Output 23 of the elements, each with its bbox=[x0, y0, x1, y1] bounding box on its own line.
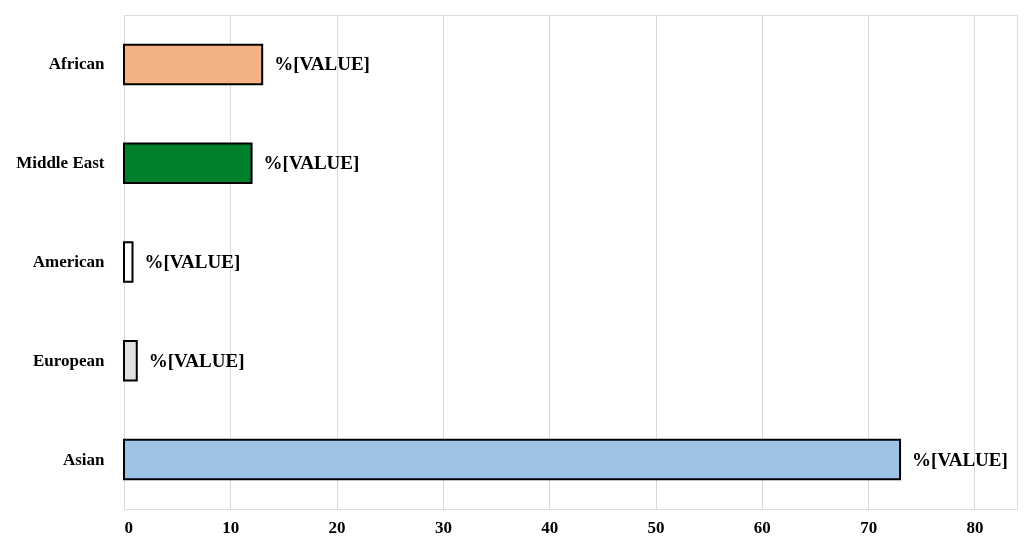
y-tick-label: European bbox=[33, 350, 106, 370]
data-label: %[VALUE] bbox=[148, 349, 245, 371]
x-tick-label: 80 bbox=[966, 517, 984, 537]
bar bbox=[123, 43, 264, 86]
x-tick-label: 30 bbox=[434, 517, 452, 537]
bar bbox=[123, 142, 253, 184]
y-tick-label: American bbox=[32, 252, 106, 271]
x-tick-label: 70 bbox=[860, 517, 878, 537]
data-label: %[VALUE] bbox=[144, 251, 241, 272]
x-tick-label: 20 bbox=[328, 517, 346, 537]
x-tick-label: 40 bbox=[541, 517, 559, 537]
data-label: %[VALUE] bbox=[912, 448, 1008, 470]
data-label: %[VALUE] bbox=[263, 152, 360, 174]
y-tick-label: Asian bbox=[62, 449, 106, 469]
bar bbox=[123, 241, 134, 283]
x-tick-label: 10 bbox=[222, 517, 240, 537]
x-tick-label: 60 bbox=[753, 517, 771, 537]
data-label: %[VALUE] bbox=[274, 53, 370, 75]
y-tick-label: Middle East bbox=[16, 153, 105, 173]
bar bbox=[123, 438, 902, 481]
x-tick-label: 50 bbox=[647, 517, 665, 537]
y-tick-label: African bbox=[48, 54, 106, 74]
x-tick-label: 0 bbox=[124, 517, 133, 537]
